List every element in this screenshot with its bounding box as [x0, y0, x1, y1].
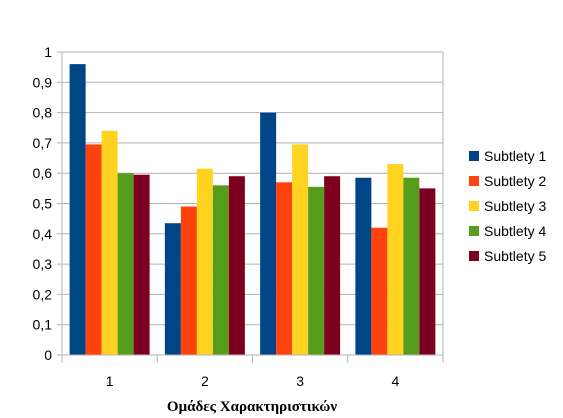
y-tick-label: 0,1: [33, 317, 53, 333]
x-tick-labels: 1 2 3 4: [106, 373, 400, 389]
bar: [69, 64, 86, 356]
bar: [180, 206, 197, 355]
y-tick-label: 0,5: [33, 196, 53, 212]
x-axis-title: Ομάδες Χαρακτηριστικών: [167, 399, 337, 415]
bar: [133, 174, 150, 355]
x-tick-label: 2: [201, 373, 209, 389]
legend-swatch: [469, 201, 479, 211]
bar: [324, 176, 341, 355]
bar: [212, 185, 229, 355]
legend-swatch: [469, 226, 479, 236]
bar: [101, 130, 118, 355]
y-tick-label: 0,7: [33, 135, 53, 151]
legend-swatch: [469, 176, 479, 186]
x-tick-label: 1: [106, 373, 114, 389]
legend-label: Subtlety 1: [484, 148, 546, 164]
legend-label: Subtlety 3: [484, 198, 546, 214]
bar: [117, 173, 134, 355]
legend-swatch: [469, 151, 479, 161]
y-tick-label: 0,2: [33, 286, 53, 302]
y-tick-label: 0,4: [33, 226, 53, 242]
bar: [260, 112, 277, 355]
bar: [164, 223, 181, 355]
bar: [403, 177, 420, 355]
bar: [196, 168, 213, 355]
bar: [292, 144, 309, 355]
legend-label: Subtlety 5: [484, 248, 546, 264]
legend-label: Subtlety 4: [484, 223, 546, 239]
bar: [419, 188, 436, 355]
bars: [69, 64, 436, 356]
bar: [308, 186, 325, 355]
x-tick-label: 4: [391, 373, 399, 389]
y-tick-label: 0,9: [33, 74, 53, 90]
legend: Subtlety 1 Subtlety 2 Subtlety 3 Subtlety 4…: [469, 148, 546, 264]
y-tick-label: 0,3: [33, 256, 53, 272]
y-tick-label: 1: [44, 44, 52, 60]
y-tick-label: 0: [44, 347, 52, 363]
bar: [371, 227, 388, 355]
bar: [387, 164, 404, 355]
bar: [276, 182, 293, 355]
legend-label: Subtlety 2: [484, 173, 546, 189]
legend-swatch: [469, 251, 479, 261]
bar: [85, 144, 102, 355]
y-tick-labels: 0 0,1 0,2 0,3 0,4 0,5 0,6 0,7 0,8 0,9 1: [33, 44, 53, 363]
axes: [61, 52, 444, 363]
y-tick-label: 0,8: [33, 105, 53, 121]
x-tick-label: 3: [296, 373, 304, 389]
bar: [228, 176, 245, 355]
y-tick-label: 0,6: [33, 165, 53, 181]
bar: [355, 177, 372, 355]
